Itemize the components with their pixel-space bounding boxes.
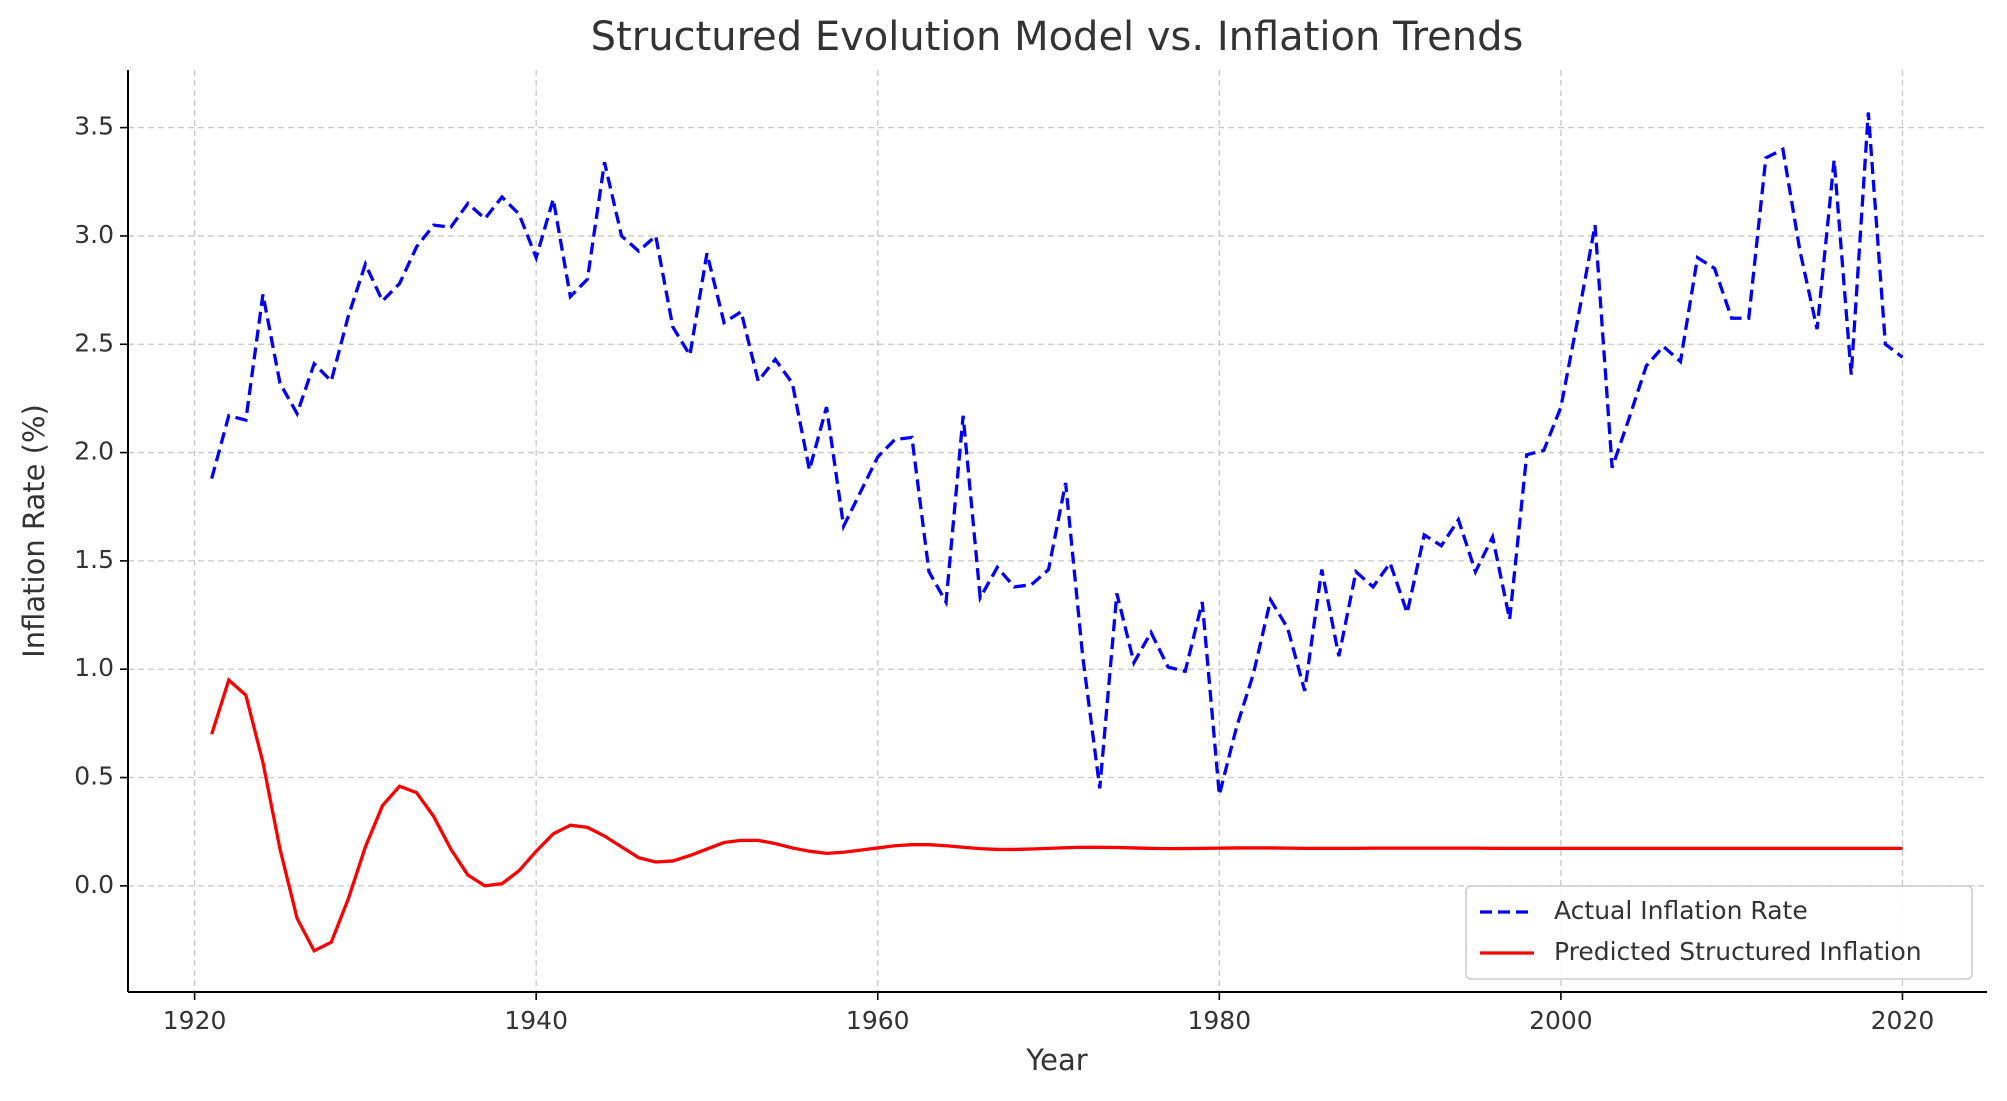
legend: Actual Inflation Rate Predicted Structure… [1465,885,1973,980]
legend-box [1465,885,1973,980]
x-tick-label: 1920 [163,1006,227,1035]
data-line [210,677,1903,954]
x-tick-label: 1960 [846,1006,910,1035]
y-tick-label: 3.0 [74,220,114,249]
legend-label: Predicted Structured Inflation [1554,937,1922,966]
y-tick-label: 3.5 [74,112,114,141]
chart-title: Structured Evolution Model vs. Inflation… [591,14,1524,60]
y-tick-label: 2.5 [74,328,114,357]
y-tick-label: 2.0 [74,437,114,466]
y-tick-label: 1.5 [74,545,114,574]
x-tick-label: 2020 [1871,1006,1935,1035]
y-tick-label: 1.0 [74,653,114,682]
y-tick-label: 0.5 [74,762,114,791]
y-tick-label: 0.0 [74,870,114,899]
x-tick-label: 2000 [1529,1006,1593,1035]
x-tick-label: 1940 [504,1006,568,1035]
x-tick-label: 1980 [1188,1006,1252,1035]
data-line [210,112,1904,796]
x-axis-label: Year [1025,1043,1087,1077]
y-axis-label: Inflation Rate (%) [17,404,51,658]
legend-label: Actual Inflation Rate [1554,896,1808,925]
